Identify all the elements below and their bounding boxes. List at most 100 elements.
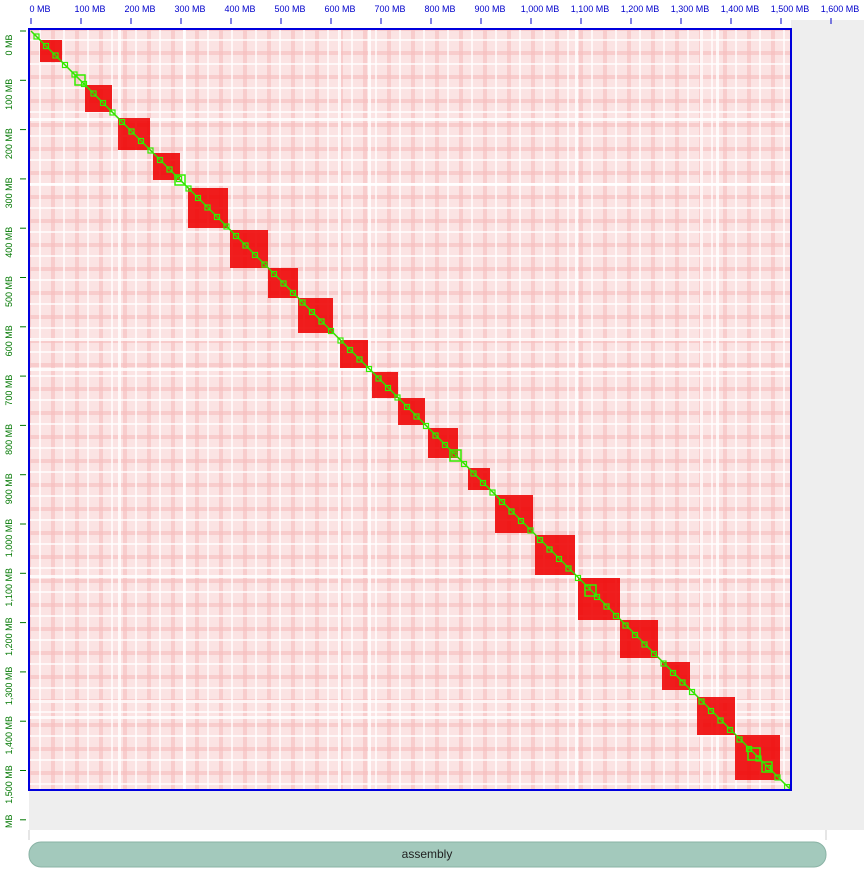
x-tick-label: 700 MB xyxy=(374,4,405,14)
scaffold-box xyxy=(327,327,335,335)
gap xyxy=(29,183,791,186)
gap xyxy=(29,368,791,371)
scaffold-box xyxy=(432,432,439,439)
y-tick-label: 1,200 MB xyxy=(4,617,14,656)
scaffold-box xyxy=(441,441,449,449)
scaffold-box xyxy=(33,33,40,40)
scaffold-box xyxy=(242,242,249,249)
scaffold-box xyxy=(660,660,667,667)
scaffold-box xyxy=(204,204,211,211)
y-tick-label: 1,600 MB xyxy=(4,815,14,854)
scaffold-box xyxy=(641,641,648,648)
scaffold-box xyxy=(774,774,781,781)
x-tick-label: 1,500 MB xyxy=(771,4,810,14)
x-tick-label: 400 MB xyxy=(224,4,255,14)
gap xyxy=(29,575,791,578)
scaffold-box xyxy=(213,213,221,221)
x-tick-label: 1,600 MB xyxy=(821,4,860,14)
side-panel xyxy=(791,20,864,830)
scaffold-box xyxy=(128,128,135,135)
scaffold-box xyxy=(612,612,620,620)
gap xyxy=(29,700,791,703)
scaffold-box xyxy=(356,356,363,363)
scaffold-box xyxy=(479,479,487,487)
y-tick-label: 600 MB xyxy=(4,325,14,356)
scaffold-box xyxy=(707,707,715,715)
x-tick-label: 800 MB xyxy=(424,4,455,14)
y-tick-label: 1,500 MB xyxy=(4,765,14,804)
scaffold-box xyxy=(717,717,724,724)
y-axis: 0 MB 100 MB 200 MB 300 MB 400 MB 500 MB 600 MB… xyxy=(4,30,26,854)
scaffold-box xyxy=(527,527,534,534)
y-tick-label: 800 MB xyxy=(4,424,14,455)
x-tick-label: 1,100 MB xyxy=(571,4,610,14)
scaffold-box xyxy=(337,337,344,344)
scaffold-box xyxy=(109,109,116,116)
scaffold-box xyxy=(470,470,477,477)
scaffold-box xyxy=(698,698,705,705)
bottom-panel xyxy=(29,790,864,830)
x-tick-label: 900 MB xyxy=(474,4,505,14)
scaffold-box xyxy=(745,745,753,753)
x-axis: 0 MB 100 MB 200 MB 300 MB 400 MB 500 MB 600 MB… xyxy=(29,4,859,24)
gap xyxy=(183,29,186,790)
gap xyxy=(700,29,703,790)
y-tick-label: 1,000 MB xyxy=(4,519,14,558)
scaffold-box xyxy=(346,346,354,354)
scaffold-box xyxy=(584,584,597,597)
scaffold-box xyxy=(52,52,59,59)
scaffold-box xyxy=(603,603,610,610)
scaffold-box xyxy=(669,669,677,677)
y-tick-label: 1,100 MB xyxy=(4,568,14,607)
scaffold-box xyxy=(185,185,192,192)
scaffold-box xyxy=(61,61,69,69)
scaffold-box xyxy=(508,508,515,515)
contact-map xyxy=(29,29,791,790)
x-tick-label: 1,400 MB xyxy=(721,4,760,14)
scaffold-box xyxy=(546,546,553,553)
gap xyxy=(338,29,341,790)
assembly-track[interactable] xyxy=(28,841,827,868)
scaffold-box xyxy=(449,449,462,462)
scaffold-box xyxy=(764,764,772,772)
scaffold-box xyxy=(679,679,686,686)
gap xyxy=(29,338,791,341)
scaffold-box xyxy=(223,223,230,230)
gap xyxy=(575,29,578,790)
scaffold-box xyxy=(413,413,420,420)
map-border xyxy=(28,28,792,791)
scaffold-box xyxy=(460,460,468,468)
scaffold-box xyxy=(80,80,88,88)
scaffold-box xyxy=(536,536,544,544)
y-tick-label: 900 MB xyxy=(4,473,14,504)
scaffold-box xyxy=(174,174,186,186)
gap xyxy=(118,29,121,790)
y-tick-label: 1,400 MB xyxy=(4,716,14,755)
scaffold-box xyxy=(365,365,373,373)
scaffold-box xyxy=(156,156,164,164)
y-tick-label: 100 MB xyxy=(4,79,14,110)
scaffold-box xyxy=(251,251,259,259)
scaffold-box xyxy=(422,422,430,430)
scaffold-box xyxy=(394,394,401,401)
x-tick-label: 0 MB xyxy=(29,4,50,14)
x-tick-label: 300 MB xyxy=(174,4,205,14)
scaffold-box xyxy=(688,688,696,696)
scaffold-box xyxy=(280,280,287,287)
scaffold-box xyxy=(90,90,97,97)
scaffold-box xyxy=(755,755,762,762)
scaffold-box xyxy=(375,375,382,382)
scaffold-box xyxy=(451,451,458,458)
scaffold-box xyxy=(747,747,761,761)
scaffold-box xyxy=(289,289,297,297)
scaffold-box xyxy=(565,565,572,572)
y-tick-label: 700 MB xyxy=(4,375,14,406)
y-tick-label: 1,300 MB xyxy=(4,667,14,706)
scaffold-box xyxy=(147,147,154,154)
scaffold-box xyxy=(384,384,392,392)
scaffold-box xyxy=(118,118,126,126)
scaffold-box xyxy=(761,761,773,773)
scaffold-box xyxy=(555,555,563,563)
